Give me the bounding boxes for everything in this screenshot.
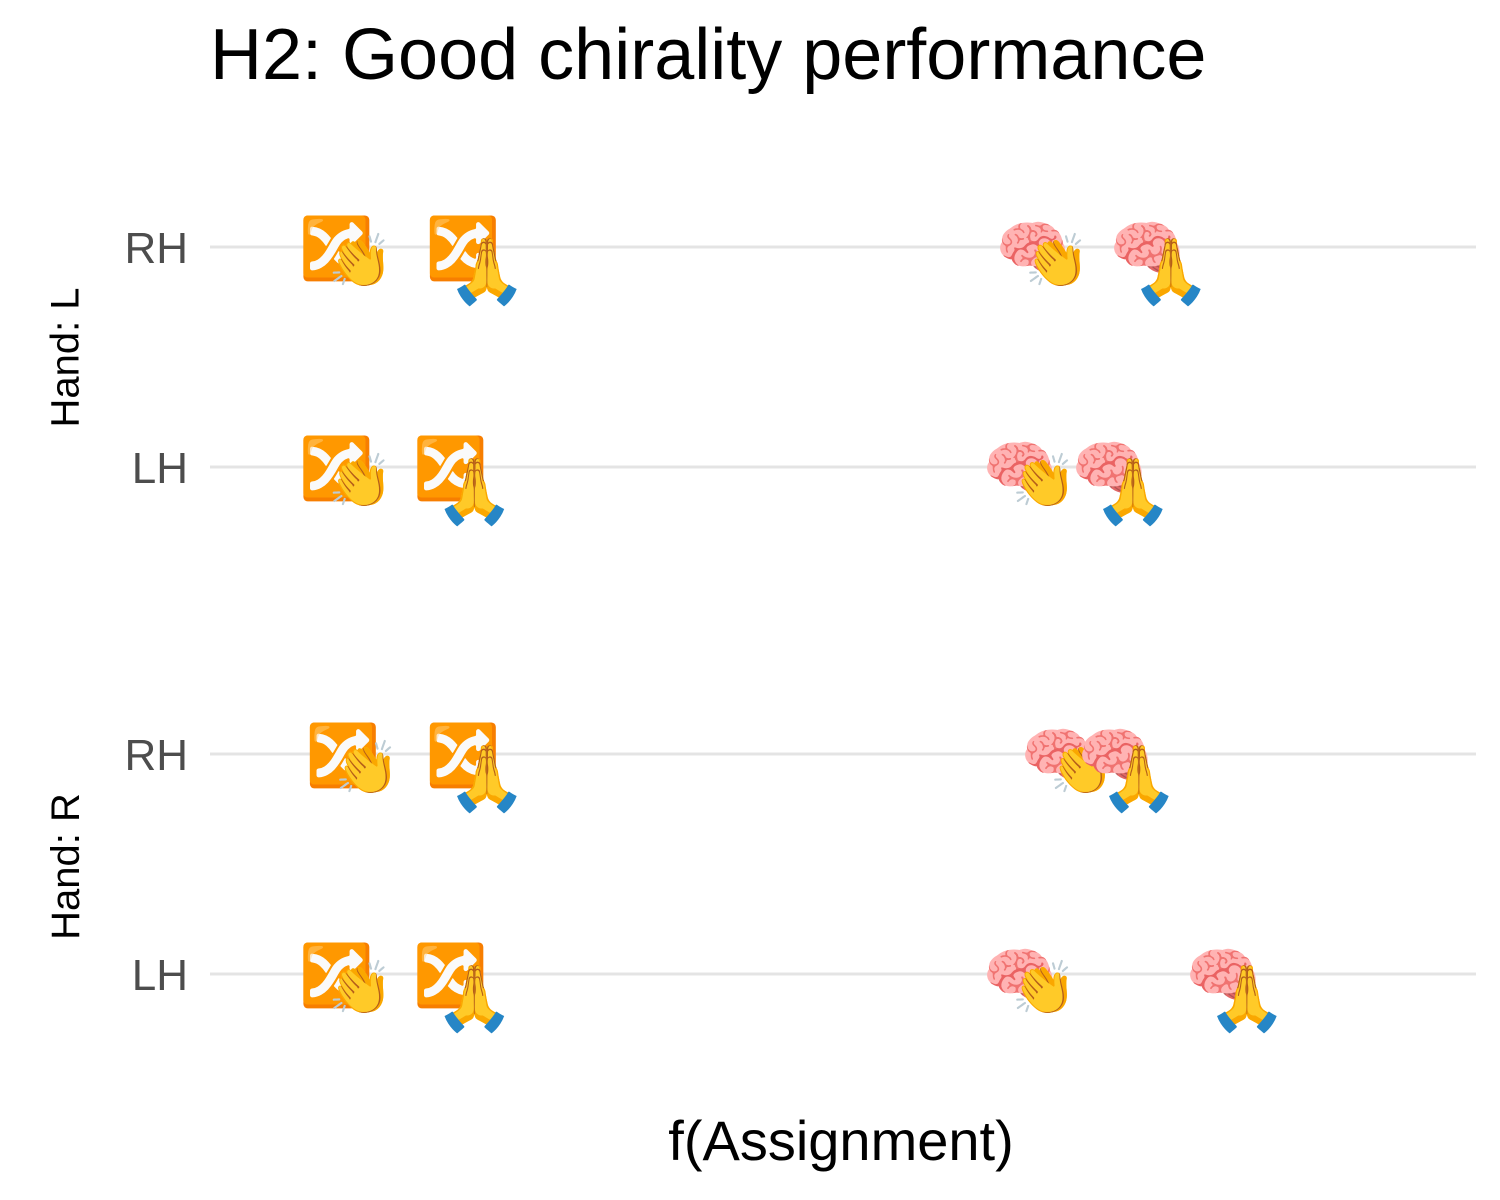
folded-hands-icon: 🙏 bbox=[1099, 741, 1179, 816]
point-brain-clap: 🧠👏 bbox=[983, 433, 1077, 512]
x-axis-label: f(Assignment) bbox=[668, 1109, 1014, 1172]
point-random-clap: 🔀👏 bbox=[299, 940, 393, 1019]
shuffle-icon: 🔀 bbox=[299, 213, 374, 284]
point-random-clap: 🔀👏 bbox=[299, 213, 393, 292]
point-random-clap: 🔀👏 bbox=[306, 720, 400, 799]
y-tick-label-rh: RH bbox=[124, 224, 188, 273]
point-brain-clap: 🧠👏 bbox=[1021, 720, 1115, 799]
y-tick-label-rh: RH bbox=[124, 731, 188, 780]
brain-icon: 🧠 bbox=[1021, 720, 1096, 791]
point-brain-pray: 🧠🙏 bbox=[1072, 433, 1173, 529]
shuffle-icon: 🔀 bbox=[413, 940, 488, 1011]
point-random-pray: 🔀🙏 bbox=[413, 433, 514, 529]
y-tick-label-lh: LH bbox=[132, 951, 188, 1000]
point-brain-pray: 🧠🙏 bbox=[1109, 213, 1210, 309]
shuffle-icon: 🔀 bbox=[299, 433, 374, 504]
shuffle-icon: 🔀 bbox=[306, 720, 381, 791]
brain-icon: 🧠 bbox=[1109, 213, 1184, 284]
folded-hands-icon: 🙏 bbox=[435, 454, 515, 529]
point-brain-clap: 🧠👏 bbox=[996, 213, 1090, 292]
folded-hands-icon: 🙏 bbox=[1093, 454, 1173, 529]
brain-icon: 🧠 bbox=[1072, 433, 1147, 504]
brain-icon: 🧠 bbox=[996, 213, 1071, 284]
clapping-hands-icon: 👏 bbox=[328, 451, 393, 512]
clapping-hands-icon: 👏 bbox=[1012, 958, 1077, 1019]
clapping-hands-icon: 👏 bbox=[328, 231, 393, 292]
shuffle-icon: 🔀 bbox=[426, 720, 501, 791]
clapping-hands-icon: 👏 bbox=[1025, 231, 1090, 292]
folded-hands-icon: 🙏 bbox=[1207, 961, 1287, 1036]
clapping-hands-icon: 👏 bbox=[1012, 451, 1077, 512]
brain-icon: 🧠 bbox=[1185, 940, 1260, 1011]
brain-icon: 🧠 bbox=[983, 940, 1058, 1011]
chart-title: H2: Good chirality performance bbox=[210, 15, 1207, 95]
point-random-clap: 🔀👏 bbox=[299, 433, 393, 512]
folded-hands-icon: 🙏 bbox=[435, 961, 515, 1036]
clapping-hands-icon: 👏 bbox=[328, 958, 393, 1019]
point-random-pray: 🔀🙏 bbox=[426, 213, 527, 309]
clapping-hands-icon: 👏 bbox=[1050, 738, 1115, 799]
shuffle-icon: 🔀 bbox=[413, 433, 488, 504]
brain-icon: 🧠 bbox=[983, 433, 1058, 504]
shuffle-icon: 🔀 bbox=[426, 213, 501, 284]
shuffle-icon: 🔀 bbox=[299, 940, 374, 1011]
point-random-pray: 🔀🙏 bbox=[413, 940, 514, 1036]
point-brain-clap: 🧠👏 bbox=[983, 940, 1077, 1019]
y-tick-label-lh: LH bbox=[132, 444, 188, 493]
brain-icon: 🧠 bbox=[1078, 720, 1153, 791]
point-brain-pray: 🧠🙏 bbox=[1185, 940, 1286, 1036]
folded-hands-icon: 🙏 bbox=[447, 234, 527, 309]
clapping-hands-icon: 👏 bbox=[335, 738, 400, 799]
point-random-pray: 🔀🙏 bbox=[426, 720, 527, 816]
folded-hands-icon: 🙏 bbox=[1131, 234, 1211, 309]
point-brain-pray: 🧠🙏 bbox=[1078, 720, 1179, 816]
folded-hands-icon: 🙏 bbox=[447, 741, 527, 816]
